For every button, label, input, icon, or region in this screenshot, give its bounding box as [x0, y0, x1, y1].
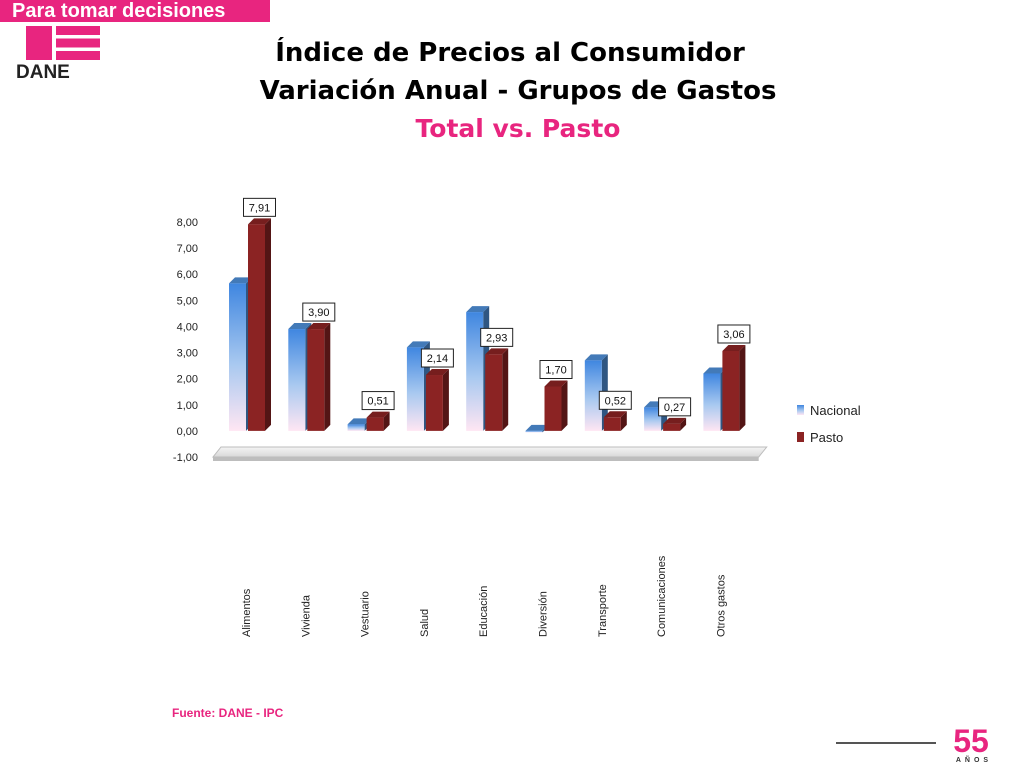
data-label: 2,14 — [427, 353, 448, 365]
y-tick-label: 7,00 — [177, 243, 198, 255]
bar-pasto — [603, 411, 627, 431]
data-label: 0,52 — [605, 395, 626, 407]
x-category-label: Otros gastos — [715, 574, 727, 637]
legend-item: Nacional — [797, 403, 861, 418]
bar-pasto — [663, 417, 687, 431]
bar-chart: -1,00 0,00 1,00 2,00 3,00 4,00 5,00 6,00 7,00 8,0… — [173, 197, 861, 637]
legend-label: Nacional — [810, 403, 861, 418]
bar-pasto — [722, 344, 746, 431]
bar-pasto — [366, 411, 390, 431]
legend-swatch — [797, 432, 804, 442]
data-label-box — [302, 302, 336, 322]
y-tick-label: 1,00 — [177, 400, 198, 412]
x-category-label: Educación — [478, 586, 490, 637]
anniversary-logo: 55 AÑOS — [953, 724, 992, 764]
tagline-banner: Para tomar decisiones — [0, 0, 270, 22]
x-category-label: Salud — [419, 609, 431, 637]
y-tick-label: 5,00 — [177, 295, 198, 307]
x-category-label: Vestuario — [360, 591, 372, 637]
legend-item: Pasto — [797, 430, 843, 445]
bar-pasto — [485, 348, 509, 431]
x-category-label: Transporte — [597, 584, 609, 637]
x-category-label: Comunicaciones — [656, 555, 668, 637]
data-label: 1,70 — [545, 365, 566, 377]
bar-pasto — [544, 380, 568, 431]
y-tick-label: 2,00 — [177, 374, 198, 386]
bar-pasto — [307, 323, 331, 431]
anniversary-text: AÑOS — [956, 755, 992, 764]
y-tick-label: 3,00 — [177, 348, 198, 360]
legend-label: Pasto — [810, 430, 843, 445]
y-tick-label: 0,00 — [177, 426, 198, 438]
bar-pasto — [425, 369, 449, 431]
data-label: 7,91 — [249, 202, 270, 214]
tagline-text: Para tomar decisiones — [12, 0, 226, 22]
data-label-box — [420, 348, 454, 368]
chart-subtitle: Variación Anual - Grupos de Gastos — [259, 76, 777, 106]
source-note: Fuente: DANE - IPC — [172, 706, 284, 720]
chart-comparison: Total vs. Pasto — [415, 114, 621, 143]
data-label: 0,27 — [664, 402, 685, 414]
data-label-box — [480, 327, 514, 347]
data-label: 2,93 — [486, 332, 507, 344]
data-label: 3,90 — [308, 307, 329, 319]
data-label-box — [243, 197, 276, 217]
chart-floor — [211, 446, 768, 458]
data-label-box — [658, 397, 692, 417]
data-label-box — [539, 360, 573, 379]
data-label-box — [717, 324, 751, 344]
y-tick-label: 6,00 — [177, 269, 198, 281]
y-tick-label: -1,00 — [173, 452, 198, 464]
data-label: 3,06 — [723, 329, 744, 341]
anniversary-number: 55 — [953, 724, 989, 759]
dane-logo-text: DANE — [16, 62, 70, 80]
y-tick-label: 4,00 — [177, 321, 198, 333]
dane-logo: DANE — [16, 26, 100, 80]
x-category-label: Alimentos — [241, 588, 253, 637]
y-tick-label: 8,00 — [177, 217, 198, 229]
legend-swatch — [797, 405, 804, 415]
data-label-box — [361, 391, 395, 411]
bar-pasto — [248, 218, 271, 431]
chart-title: Índice de Precios al Consumidor — [275, 38, 745, 68]
data-label: 0,51 — [367, 396, 388, 408]
chart-floor-edge — [213, 457, 759, 461]
x-category-label: Vivienda — [300, 594, 312, 637]
x-category-label: Diversión — [538, 591, 550, 637]
footer-divider — [836, 742, 936, 744]
data-label-box — [598, 390, 632, 410]
